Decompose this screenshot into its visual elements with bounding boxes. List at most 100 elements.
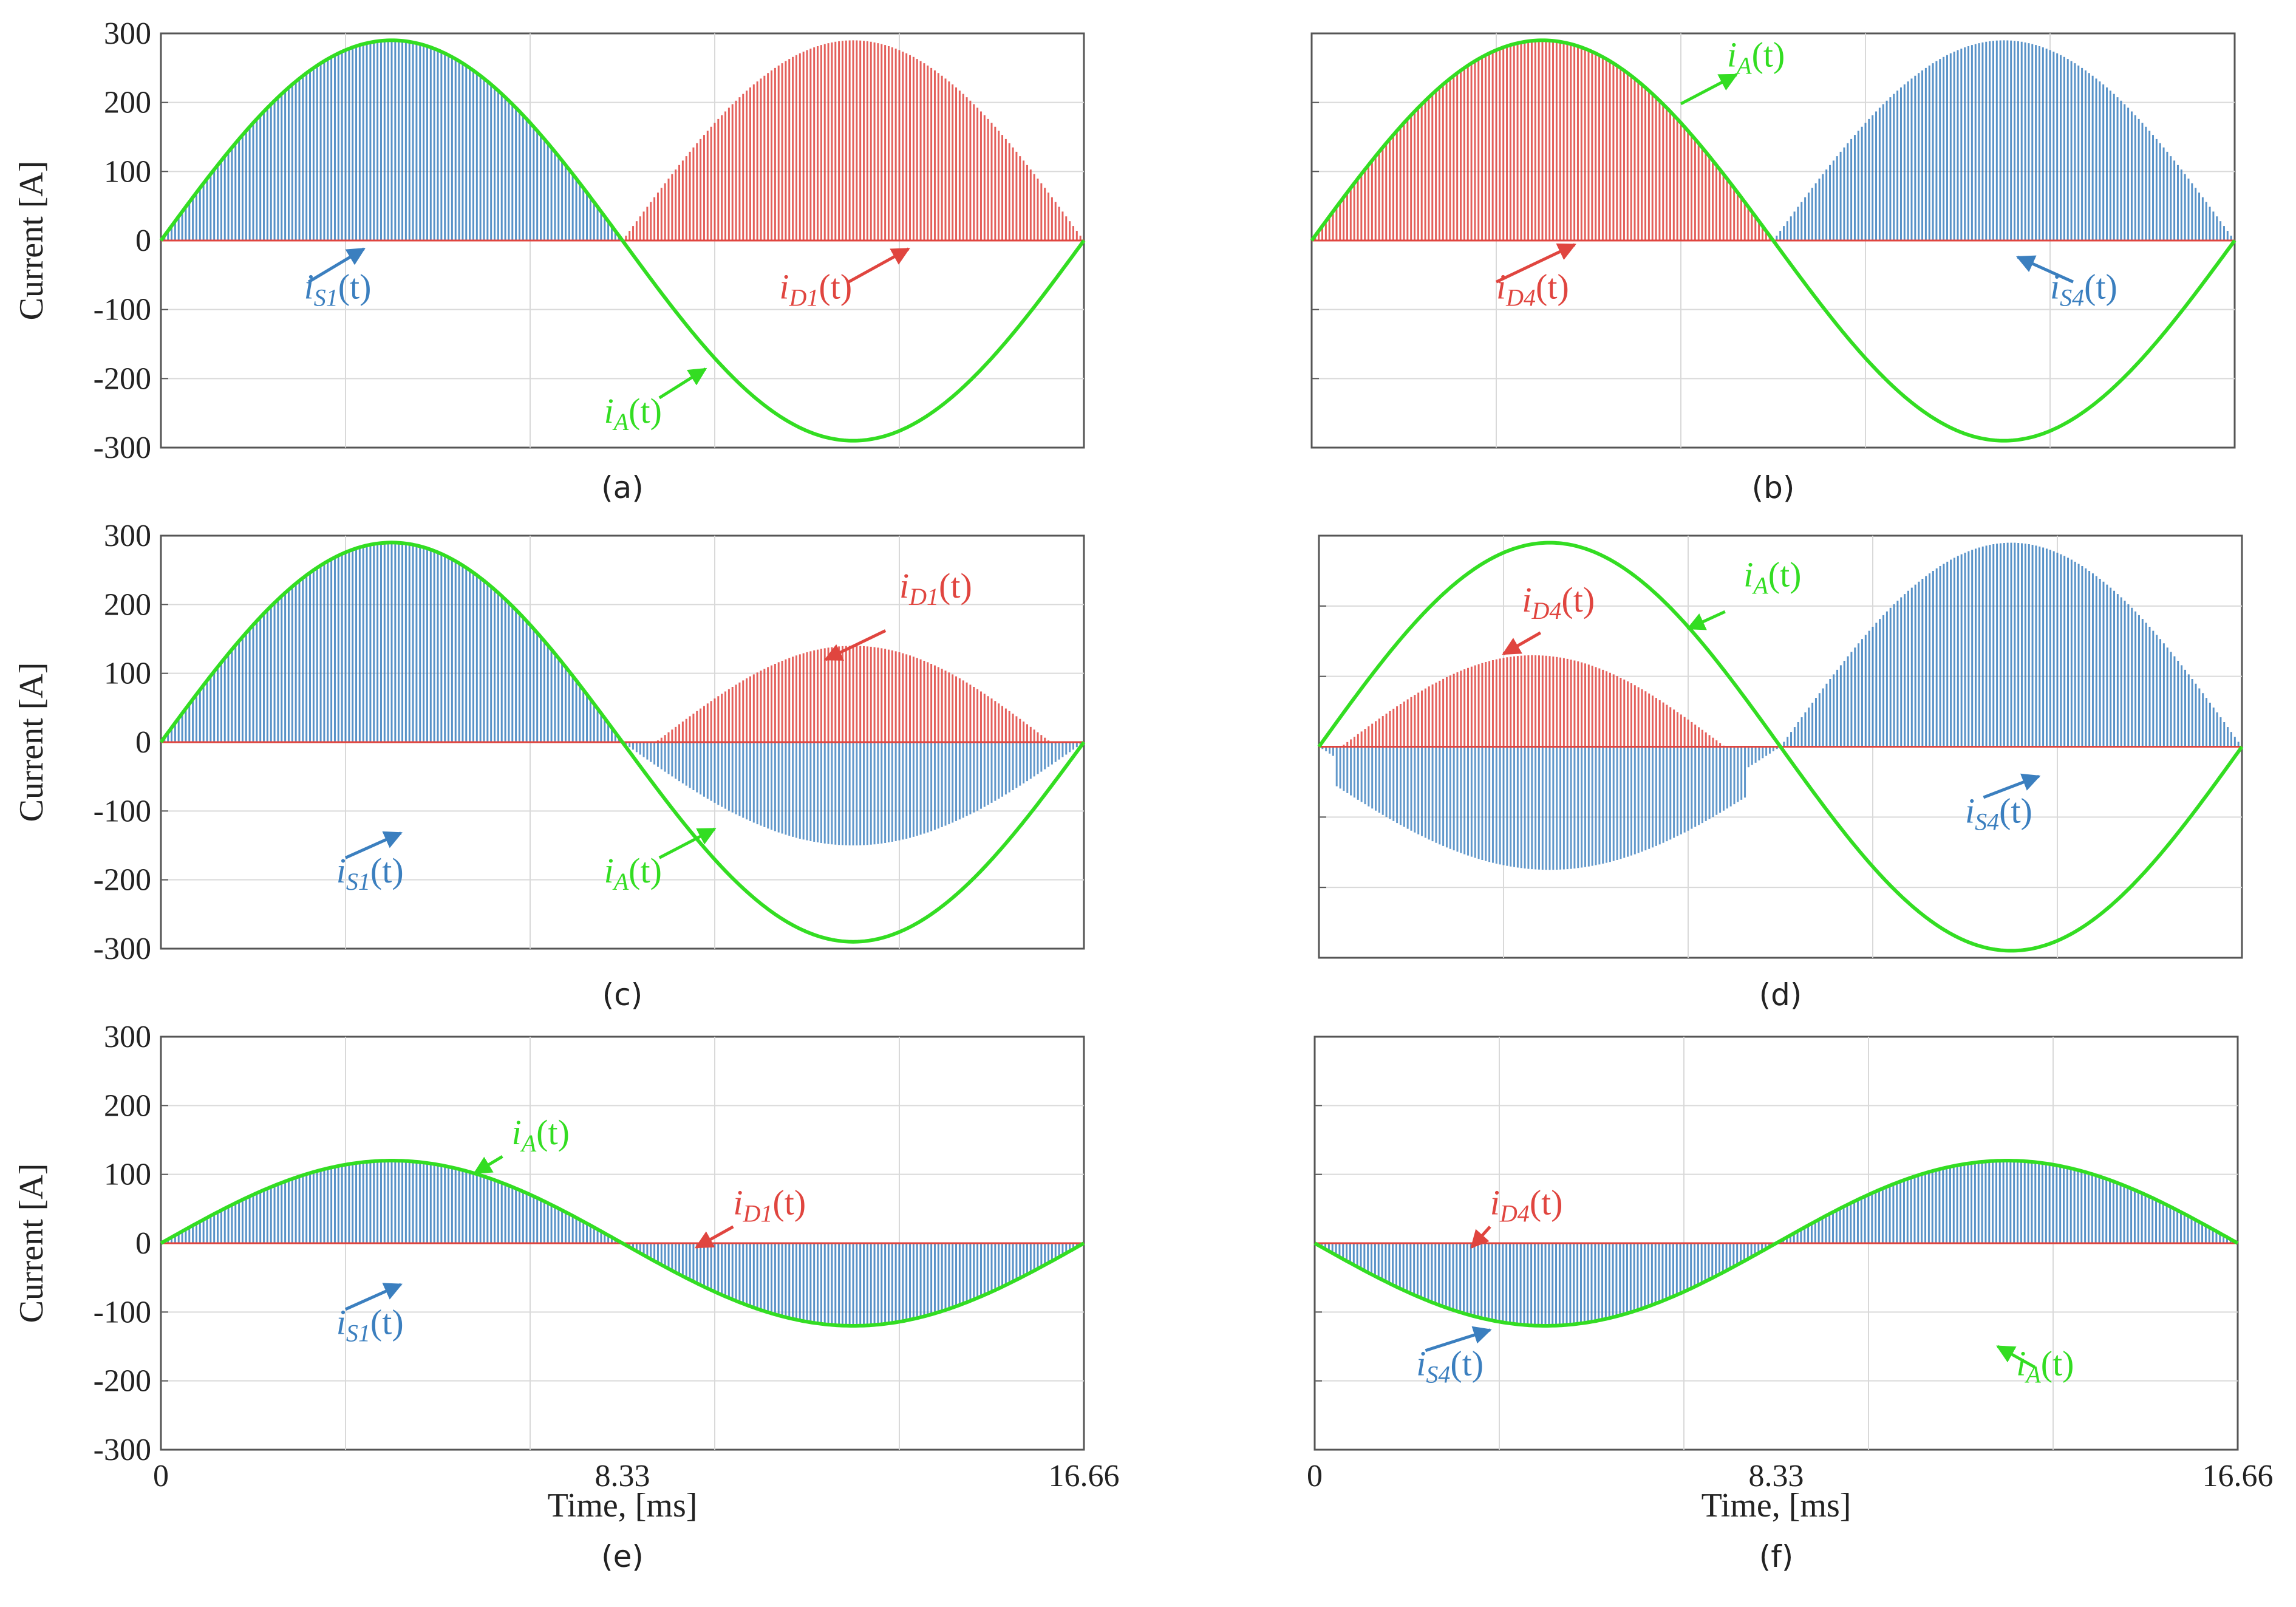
annotation-tail: (t): [939, 566, 972, 606]
subfigure-caption: (b): [1752, 470, 1795, 505]
annotation-arrow: [473, 1155, 503, 1175]
subfigure-caption: (d): [1759, 977, 1802, 1012]
y-tick-label: -100: [94, 1295, 151, 1329]
annotation-label: iA(t): [2016, 1344, 2074, 1388]
annotation-label: iD1(t): [899, 566, 972, 610]
annotation-arrow: [1470, 1226, 1491, 1249]
annotation-main: i: [1727, 35, 1737, 75]
annotation-arrow: [658, 367, 707, 400]
chart-b: (b)iA(t)iD4(t) iS4(t): [1310, 32, 2236, 505]
y-tick-label: 100: [104, 154, 151, 189]
annotation-main: i: [779, 267, 789, 306]
subfigure-caption: (f): [1759, 1539, 1794, 1574]
annotation-subscript: S4: [2060, 284, 2084, 311]
y-axis-label: Current [A]: [13, 1164, 50, 1323]
annotation-label: iS1(t): [304, 267, 372, 311]
annotation-tail: (t): [338, 267, 372, 306]
y-tick-label: 0: [135, 725, 151, 760]
annotation-subscript: D1: [908, 583, 939, 610]
annotation-subscript: D4: [1499, 1199, 1530, 1227]
annotation-arrow: [1495, 243, 1576, 284]
x-tick-label: 16.66: [2202, 1459, 2274, 1493]
annotation-tail: (t): [1536, 267, 1569, 306]
y-tick-label: -300: [94, 932, 151, 966]
annotation-tail: (t): [819, 267, 852, 306]
y-tick-label: 300: [104, 519, 151, 553]
annotation-main: i: [604, 391, 614, 431]
subfigure-caption: (c): [602, 977, 643, 1012]
annotation-main: i: [1416, 1344, 1426, 1384]
phase-current-line: [1317, 541, 2244, 953]
annotation-tail: (t): [370, 851, 404, 890]
phase-current-line: [159, 541, 1086, 944]
annotation-arrow: [694, 1225, 734, 1249]
annotation-main: i: [733, 1182, 743, 1222]
y-tick-label: 0: [135, 223, 151, 258]
annotation-tail: (t): [1561, 580, 1595, 619]
x-tick-label: 8.33: [1749, 1459, 1804, 1493]
annotation-arrow: [1983, 773, 2041, 799]
annotation-tail: (t): [1999, 791, 2032, 831]
annotation-tail: (t): [629, 391, 662, 431]
annotation-label: iD4(t): [1496, 267, 1569, 311]
annotation-tail: (t): [1530, 1182, 1563, 1222]
annotation-subscript: S1: [314, 284, 338, 311]
annotation-main: i: [336, 851, 346, 890]
annotation-subscript: D1: [743, 1199, 773, 1227]
annotation-arrow: [823, 629, 887, 661]
pulse-series: [1317, 1161, 2235, 1326]
annotation-arrow: [848, 247, 910, 284]
y-tick-label: 100: [104, 657, 151, 691]
annotation-subscript: D4: [1505, 284, 1536, 311]
annotation-main: i: [1522, 580, 1531, 619]
annotation-arrow: [344, 831, 403, 859]
y-tick-label: -200: [94, 863, 151, 898]
pulse-series: [1321, 542, 2240, 870]
annotation-label: iS1(t): [336, 851, 404, 895]
annotation-tail: (t): [1752, 35, 1785, 75]
y-tick-label: -200: [94, 361, 151, 396]
annotation-label: iD1(t): [779, 267, 852, 311]
annotation-label: iD4(t): [1490, 1182, 1563, 1227]
y-tick-label: 200: [104, 86, 151, 120]
y-tick-label: 100: [104, 1158, 151, 1192]
pulse-series: [163, 542, 1082, 845]
annotation-label: iA(t): [1727, 35, 1785, 80]
annotation-label: iS4(t): [1416, 1344, 1484, 1388]
y-tick-label: 300: [104, 1020, 151, 1054]
annotation-main: i: [304, 267, 314, 306]
phase-current-line: [1310, 38, 2236, 443]
annotation-subscript: S4: [1975, 808, 1999, 836]
phase-current-line: [1313, 1159, 2239, 1328]
annotation-label: iA(t): [1743, 554, 1801, 599]
annotation-tail: (t): [2084, 267, 2117, 306]
annotation-tail: (t): [536, 1113, 570, 1152]
annotation-label: iS4(t): [2050, 267, 2117, 311]
annotation-arrow: [2016, 255, 2074, 284]
annotation-subscript: A: [1735, 52, 1752, 80]
annotation-tail: (t): [2041, 1344, 2074, 1384]
annotation-subscript: A: [612, 408, 629, 435]
pulse-series: [1314, 40, 2232, 241]
annotation-main: i: [899, 566, 909, 606]
annotation-subscript: D4: [1531, 597, 1562, 624]
annotation-subscript: D1: [789, 284, 819, 311]
annotation-tail: (t): [629, 851, 662, 890]
annotation-label: iA(t): [604, 851, 662, 895]
y-tick-label: -300: [94, 1433, 151, 1467]
x-tick-label: 16.66: [1049, 1459, 1120, 1493]
annotation-subscript: A: [520, 1130, 537, 1157]
y-tick-label: 200: [104, 587, 151, 622]
pulse-series: [163, 40, 1082, 241]
y-axis-label: Current [A]: [13, 161, 50, 321]
annotation-label: iA(t): [604, 391, 662, 435]
annotation-main: i: [1496, 267, 1506, 306]
y-tick-label: 0: [135, 1226, 151, 1261]
x-tick-label: 0: [1307, 1459, 1323, 1493]
annotation-main: i: [1965, 791, 1975, 831]
